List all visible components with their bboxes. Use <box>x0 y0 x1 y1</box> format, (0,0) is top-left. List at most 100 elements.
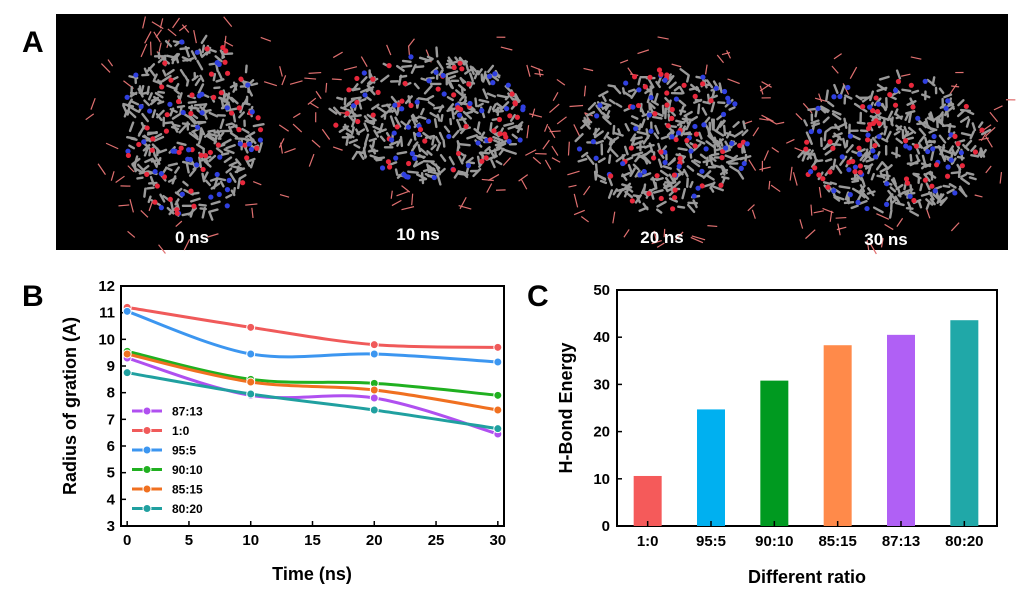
carbon-bond <box>178 124 188 134</box>
carbon-bond <box>655 80 661 89</box>
carbon-bond <box>509 113 516 122</box>
carbon-bond <box>742 120 747 130</box>
oxygen-atom <box>642 84 648 90</box>
carbon-bond <box>426 163 431 172</box>
carbon-bond <box>208 111 219 118</box>
water-molecule <box>761 81 772 88</box>
carbon-bond <box>702 100 712 105</box>
oxygen-atom <box>820 176 826 182</box>
nitrogen-atom <box>865 132 871 138</box>
y-tick-label: 20 <box>593 424 610 441</box>
carbon-bond <box>443 125 451 133</box>
carbon-bond <box>495 160 503 166</box>
carbon-bond <box>194 77 201 87</box>
carbon-bond <box>839 155 848 166</box>
carbon-bond <box>396 151 408 155</box>
oxygen-atom <box>386 164 393 170</box>
water-molecule <box>252 181 262 186</box>
carbon-bond <box>229 172 237 183</box>
carbon-bond <box>833 195 841 202</box>
oxygen-atom <box>154 183 160 189</box>
data-point <box>246 389 256 399</box>
nitrogen-atom <box>167 101 173 107</box>
y-tick-label: 11 <box>99 305 115 322</box>
carbon-bond <box>928 139 936 144</box>
carbon-bond <box>420 107 425 116</box>
nitrogen-atom <box>883 201 890 207</box>
oxygen-atom <box>922 177 929 183</box>
water-molecule <box>127 165 135 173</box>
carbon-bond <box>426 150 433 156</box>
water-molecule <box>321 128 331 140</box>
carbon-bond <box>130 137 138 141</box>
oxygen-atom <box>223 48 229 54</box>
carbon-bond <box>962 143 970 152</box>
water-molecule <box>481 178 494 182</box>
carbon-bond <box>946 188 955 195</box>
carbon-bond <box>467 161 476 165</box>
carbon-bond <box>417 115 427 120</box>
carbon-bond <box>938 87 945 95</box>
carbon-bond <box>639 102 643 113</box>
carbon-bond <box>912 172 920 176</box>
water-molecule <box>396 190 410 197</box>
water-molecule <box>175 220 183 227</box>
carbon-bond <box>197 83 205 94</box>
carbon-bond <box>825 89 829 102</box>
carbon-bond <box>142 164 150 171</box>
nitrogen-atom <box>412 155 418 161</box>
carbon-bond <box>196 59 204 71</box>
carbon-bond <box>482 70 487 83</box>
nitrogen-atom <box>194 162 200 168</box>
carbon-bond <box>198 48 203 57</box>
legend-marker <box>142 484 152 494</box>
oxygen-atom <box>864 137 871 143</box>
oxygen-atom <box>238 76 244 82</box>
oxygen-atom <box>218 90 224 96</box>
panel-label-b: B <box>22 280 44 313</box>
nitrogen-atom <box>816 128 823 134</box>
carbon-bond <box>890 116 894 126</box>
nitrogen-atom <box>847 133 853 139</box>
legend-label: 87:13 <box>172 405 203 419</box>
carbon-bond <box>181 212 193 217</box>
bar-80-20 <box>950 320 979 526</box>
water-molecule <box>386 44 392 56</box>
carbon-bond <box>171 122 179 133</box>
carbon-bond <box>427 101 435 107</box>
carbon-bond <box>577 157 588 163</box>
carbon-bond <box>257 141 263 153</box>
carbon-bond <box>891 197 898 204</box>
carbon-bond <box>140 84 145 95</box>
water-molecule <box>690 236 704 244</box>
carbon-bond <box>446 70 459 76</box>
oxygen-atom <box>149 147 155 153</box>
carbon-bond <box>606 135 616 143</box>
carbon-bond <box>657 158 663 169</box>
water-molecule <box>707 225 718 228</box>
carbon-bond <box>939 196 948 207</box>
carbon-bond <box>685 119 692 131</box>
water-molecule <box>542 139 550 150</box>
oxygen-atom <box>608 173 614 179</box>
carbon-bond <box>360 76 368 84</box>
oxygen-atom <box>459 66 465 72</box>
carbon-bond <box>210 200 221 206</box>
carbon-bond <box>979 148 987 159</box>
carbon-bond <box>839 84 846 96</box>
carbon-bond <box>960 177 971 185</box>
water-molecule <box>307 97 317 105</box>
carbon-bond <box>698 131 703 140</box>
carbon-bond <box>627 164 634 175</box>
nitrogen-atom <box>249 109 255 115</box>
carbon-bond <box>607 189 614 199</box>
carbon-bond <box>472 167 482 178</box>
carbon-bond <box>607 154 612 164</box>
carbon-bond <box>176 104 186 109</box>
carbon-bond <box>903 125 909 137</box>
nitrogen-atom <box>847 192 853 198</box>
x-tick-label: 20 <box>366 532 383 549</box>
oxygen-atom <box>466 81 472 87</box>
carbon-bond <box>169 199 175 212</box>
nitrogen-atom <box>379 165 386 171</box>
